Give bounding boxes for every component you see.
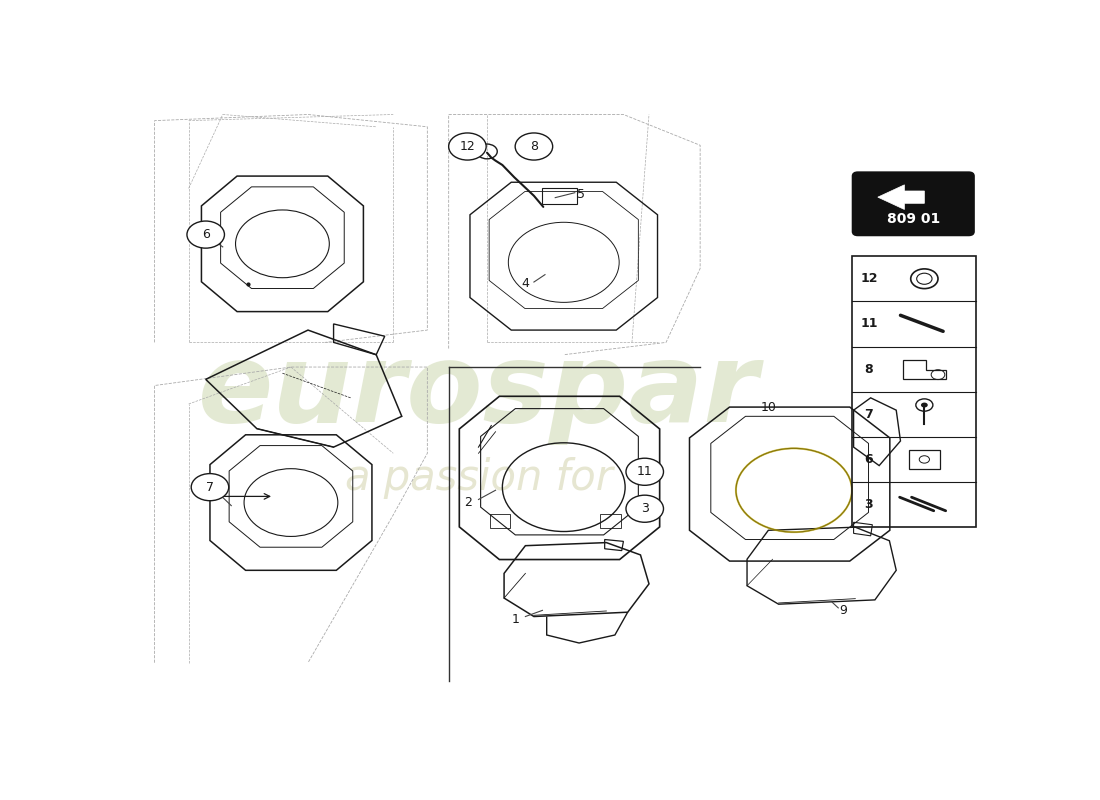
- Circle shape: [626, 495, 663, 522]
- Text: 2: 2: [464, 496, 472, 509]
- Text: 12: 12: [860, 272, 878, 286]
- Bar: [909, 450, 939, 470]
- Text: 1: 1: [513, 613, 520, 626]
- Text: 6: 6: [201, 228, 210, 241]
- Circle shape: [449, 133, 486, 160]
- Text: 11: 11: [860, 318, 878, 330]
- Text: 9: 9: [839, 604, 847, 617]
- Text: 3: 3: [865, 498, 873, 511]
- Circle shape: [187, 221, 224, 248]
- Text: 11: 11: [637, 466, 652, 478]
- FancyBboxPatch shape: [852, 172, 974, 235]
- Text: 5: 5: [576, 188, 585, 201]
- Text: 10: 10: [760, 401, 777, 414]
- Bar: [601, 514, 620, 529]
- Text: 809 01: 809 01: [887, 212, 939, 226]
- Text: 7: 7: [206, 481, 214, 494]
- Text: 12: 12: [460, 140, 475, 153]
- Text: 8: 8: [530, 140, 538, 153]
- Text: 8: 8: [865, 362, 873, 375]
- Text: 4: 4: [521, 278, 529, 290]
- Text: a passion for: a passion for: [344, 457, 613, 499]
- Text: eurospar: eurospar: [198, 338, 759, 445]
- Bar: [490, 514, 510, 529]
- Bar: [542, 189, 576, 204]
- Text: 6: 6: [865, 453, 873, 466]
- Text: 7: 7: [865, 408, 873, 421]
- Text: 3: 3: [641, 502, 649, 515]
- Bar: [851, 256, 976, 527]
- Circle shape: [921, 402, 927, 407]
- Circle shape: [515, 133, 552, 160]
- Circle shape: [191, 474, 229, 501]
- Circle shape: [626, 458, 663, 486]
- Polygon shape: [878, 185, 924, 210]
